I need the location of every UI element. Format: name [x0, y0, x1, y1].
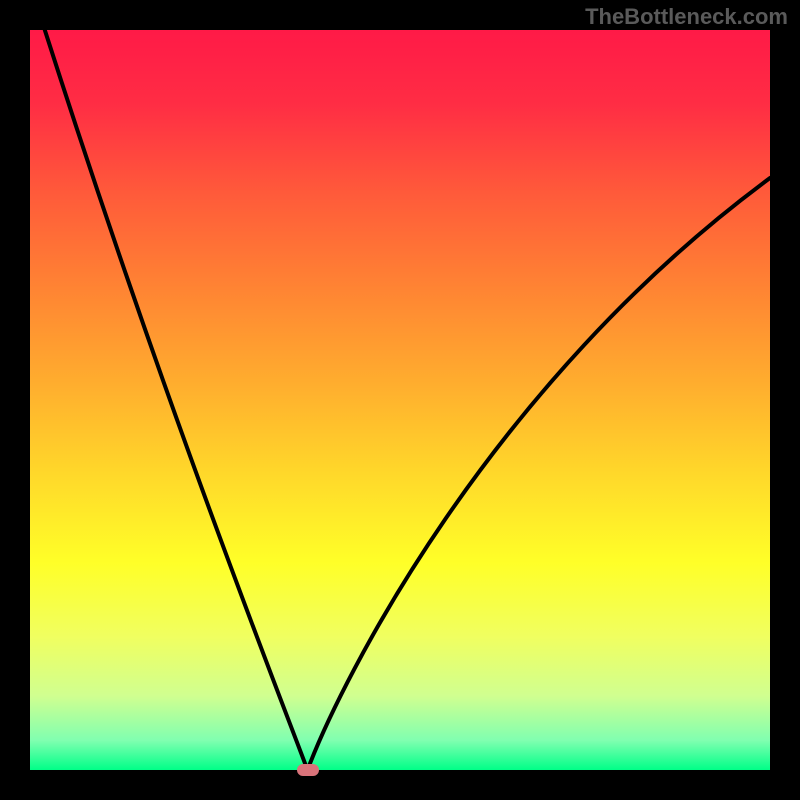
vertex-marker	[297, 764, 319, 776]
background-gradient	[30, 30, 770, 770]
plot-area	[30, 30, 770, 770]
watermark-text: TheBottleneck.com	[585, 4, 788, 30]
